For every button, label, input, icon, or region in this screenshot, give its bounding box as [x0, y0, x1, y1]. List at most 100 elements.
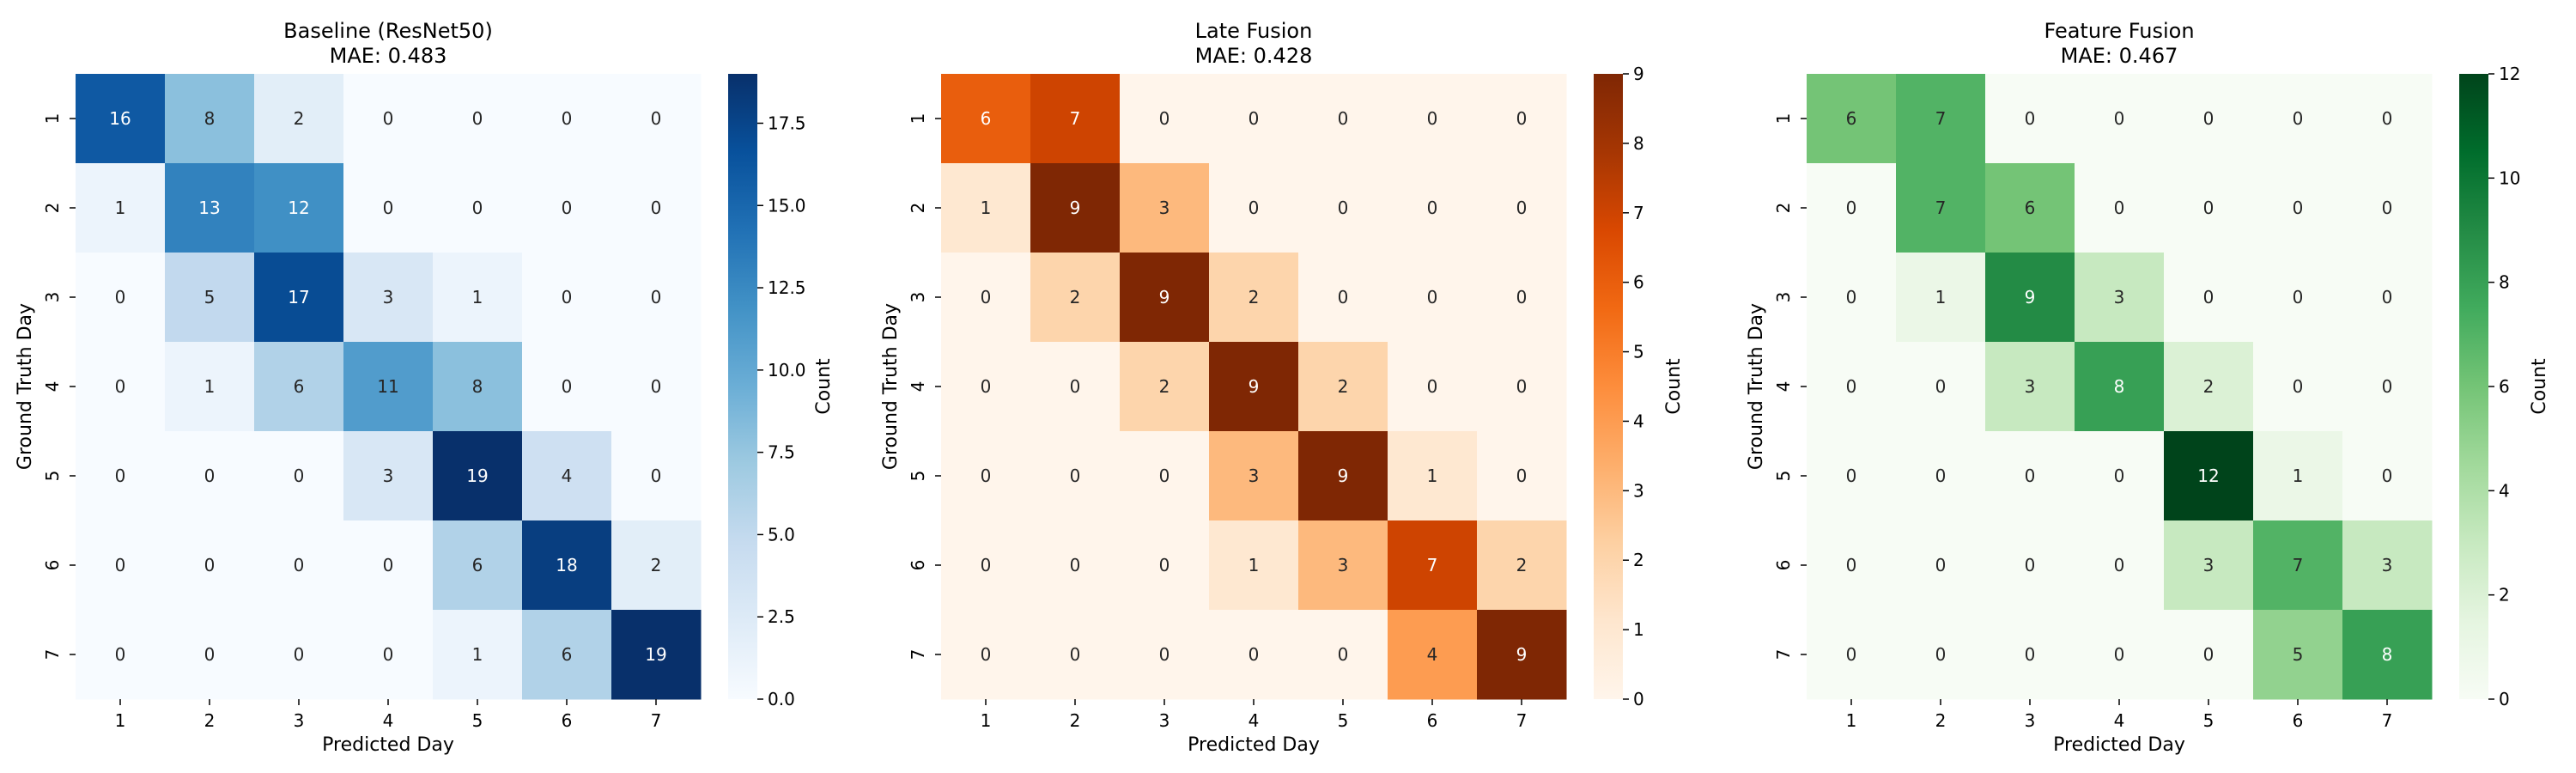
cell-value-label: 0: [204, 466, 216, 486]
cell-value-label: 0: [1935, 376, 1947, 397]
heatmap-cell: [522, 520, 612, 611]
cell-value-label: 0: [115, 466, 126, 486]
cell-value-label: 0: [115, 644, 126, 665]
cell-value-label: 0: [472, 108, 483, 129]
cell-value-label: 7: [1427, 555, 1438, 575]
heatmap-cell: [1807, 520, 1897, 611]
heatmap-cell: [1030, 74, 1121, 164]
heatmap-cell: [2075, 74, 2165, 164]
heatmap-cell: [941, 342, 1031, 432]
heatmap-cell: [2253, 520, 2343, 611]
cell-value-label: 9: [1070, 198, 1081, 218]
heatmap-cell: [941, 253, 1031, 343]
heatmap-cell: [433, 74, 523, 164]
heatmap-cell: [2164, 431, 2254, 521]
heatmap-cell: [1120, 342, 1210, 432]
cell-value-label: 0: [651, 198, 662, 218]
cell-value-label: 0: [1516, 198, 1528, 218]
cell-value-label: 0: [651, 376, 662, 397]
cell-value-label: 0: [2203, 287, 2215, 307]
x-tick-label: 7: [651, 710, 662, 731]
heatmap-cell: [433, 431, 523, 521]
heatmap-cell: [2253, 74, 2343, 164]
colorbar-label: Count: [1663, 358, 1685, 415]
heatmap-cell: [165, 610, 255, 700]
heatmap-cell: [1807, 163, 1897, 253]
cell-value-label: 4: [562, 466, 573, 486]
cell-value-label: 8: [204, 108, 216, 129]
cell-value-label: 1: [115, 198, 126, 218]
heatmap-cell: [254, 342, 344, 432]
heatmap-cell: [1298, 163, 1388, 253]
heatmap-cell: [1388, 520, 1478, 611]
cell-value-label: 0: [2025, 555, 2036, 575]
colorbar-tick-label: 0: [1633, 689, 1644, 709]
colorbar: [2459, 74, 2488, 699]
cell-value-label: 1: [981, 198, 992, 218]
heatmap-cell: [2253, 253, 2343, 343]
heatmap-cell: [1477, 610, 1567, 700]
cell-value-label: 0: [981, 287, 992, 307]
cell-value-label: 12: [288, 198, 309, 218]
cell-value-label: 3: [2114, 287, 2125, 307]
cell-value-label: 0: [981, 555, 992, 575]
cell-value-label: 0: [2382, 376, 2393, 397]
heatmap-cell: [165, 431, 255, 521]
heatmap-cell: [76, 253, 166, 343]
cell-value-label: 0: [2114, 466, 2125, 486]
heatmap-cell: [1807, 74, 1897, 164]
y-tick-label: 7: [42, 649, 63, 660]
heatmap-cell: [611, 431, 702, 521]
cell-value-label: 6: [472, 555, 483, 575]
cell-value-label: 0: [1516, 376, 1528, 397]
heatmap-cell: [1896, 342, 1986, 432]
heatmap-cell: [1120, 610, 1210, 700]
heatmap-cell: [1477, 74, 1567, 164]
heatmap-cell: [2164, 610, 2254, 700]
cell-value-label: 0: [1338, 287, 1349, 307]
heatmap-cell: [2342, 342, 2433, 432]
x-tick-label: 4: [1249, 710, 1260, 731]
heatmap-cell: [1985, 163, 2075, 253]
heatmap-cell: [2253, 610, 2343, 700]
y-tick-label: 5: [908, 471, 928, 482]
heatmap-cell: [1985, 74, 2075, 164]
heatmap-cell: [343, 342, 434, 432]
cell-value-label: 3: [2382, 555, 2393, 575]
cell-value-label: 0: [2114, 644, 2125, 665]
heatmap-cell: [2342, 163, 2433, 253]
x-tick-label: 2: [1070, 710, 1081, 731]
colorbar-tick-label: 4: [2499, 480, 2510, 501]
x-axis-label: Predicted Day: [322, 734, 454, 756]
cell-value-label: 0: [2025, 644, 2036, 665]
heatmap-cell: [343, 163, 434, 253]
y-tick-label: 2: [908, 203, 928, 214]
heatmap-cell: [433, 610, 523, 700]
cell-value-label: 0: [2114, 198, 2125, 218]
heatmap-cell: [1896, 163, 1986, 253]
cell-value-label: 7: [2293, 555, 2304, 575]
colorbar-tick-label: 10.0: [768, 360, 806, 380]
heatmap-cell: [522, 253, 612, 343]
heatmap-cell: [611, 74, 702, 164]
cell-value-label: 3: [1338, 555, 1349, 575]
colorbar-tick-label: 3: [1633, 480, 1644, 501]
heatmap-cell: [2342, 610, 2433, 700]
heatmap-cell: [1896, 520, 1986, 611]
heatmap-cell: [941, 520, 1031, 611]
cell-value-label: 0: [383, 555, 394, 575]
heatmap-cell: [1477, 342, 1567, 432]
heatmap-cell: [1298, 431, 1388, 521]
cell-value-label: 1: [204, 376, 216, 397]
panel-subtitle: MAE: 0.467: [2061, 44, 2178, 68]
heatmap-cell: [1477, 520, 1567, 611]
x-tick-label: 6: [562, 710, 573, 731]
cell-value-label: 0: [1070, 644, 1081, 665]
heatmap-cell: [165, 520, 255, 611]
cell-value-label: 2: [651, 555, 662, 575]
heatmap-cell: [343, 74, 434, 164]
colorbar-tick-label: 1: [1633, 619, 1644, 640]
cell-value-label: 1: [2293, 466, 2304, 486]
heatmap-cell: [1120, 163, 1210, 253]
cell-value-label: 0: [1070, 376, 1081, 397]
